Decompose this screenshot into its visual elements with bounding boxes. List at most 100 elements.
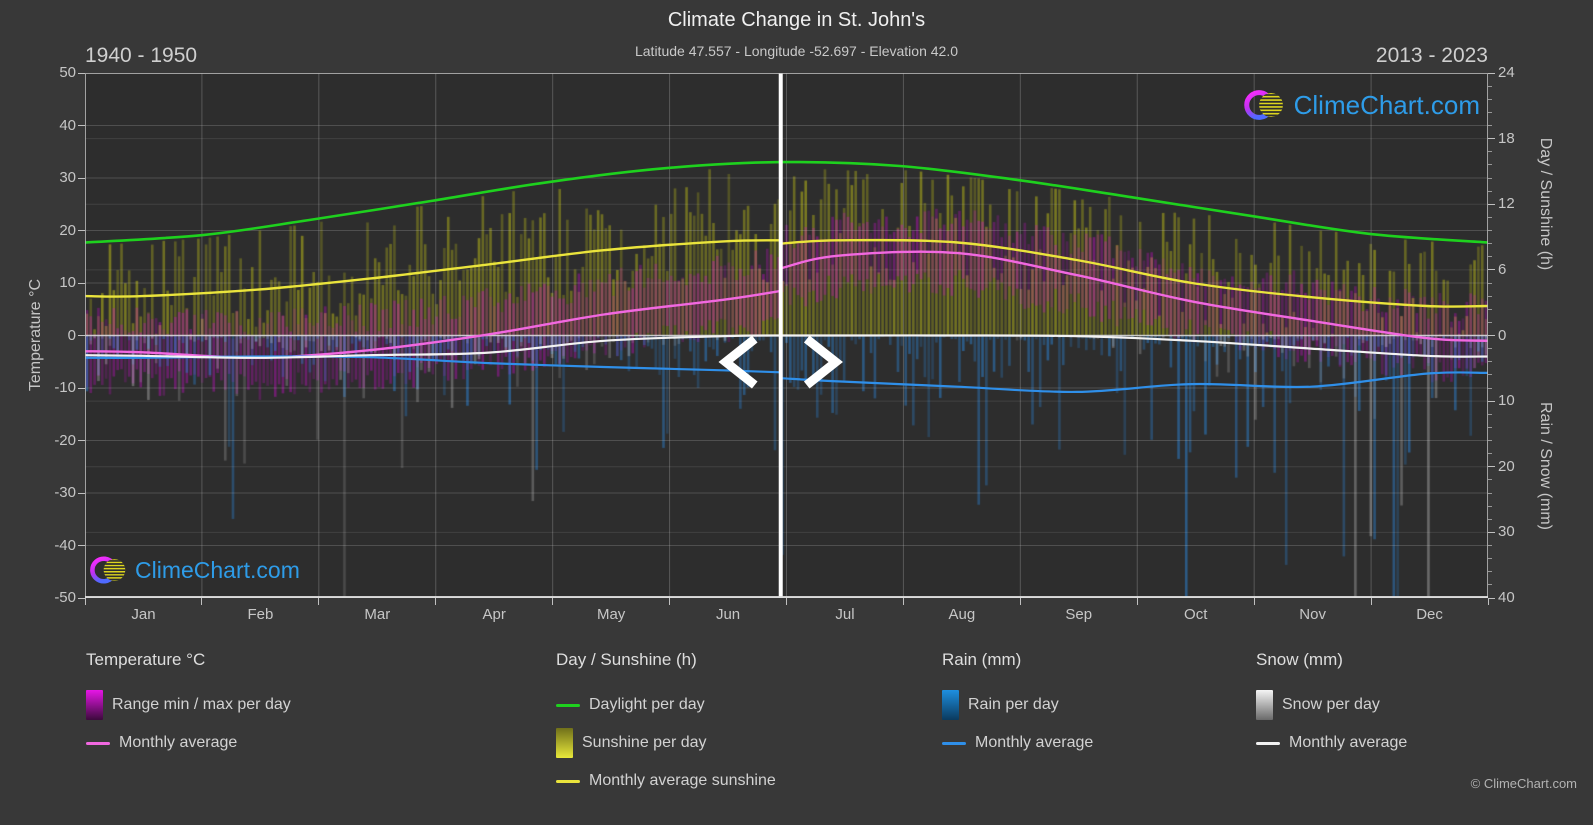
month-label: Mar	[364, 606, 391, 623]
legend-group-header: Snow (mm)	[1256, 650, 1343, 669]
right-axis-minor-tick	[1488, 558, 1492, 560]
right-axis-tick	[1488, 138, 1495, 140]
legend-item: Snow per day	[1256, 686, 1506, 724]
legend-group-header: Rain (mm)	[942, 650, 1022, 669]
right-axis-minor-tick	[1488, 125, 1492, 126]
month-label: Jun	[715, 606, 741, 623]
left-axis-tick	[78, 597, 85, 599]
chart-lines-overlay	[85, 73, 1488, 598]
left-axis-tick-label: -10	[54, 379, 76, 396]
era-right-label: 2013 - 2023	[1375, 44, 1488, 67]
legend-swatch-line	[86, 741, 110, 745]
right-axis-title-day-sunshine: Day / Sunshine (h)	[1537, 137, 1554, 271]
right-axis-minor-tick	[1488, 479, 1492, 481]
month-label: Oct	[1184, 606, 1208, 623]
right-axis-minor-tick	[1488, 387, 1492, 389]
right-axis-tick	[1488, 335, 1495, 336]
right-axis-tick	[1488, 72, 1495, 74]
right-axis-minor-tick	[1488, 230, 1492, 231]
right-axis-tick-label: 0	[1498, 326, 1507, 344]
legend-item: Daylight per day	[556, 686, 942, 724]
left-axis-tick-label: -30	[54, 484, 76, 501]
x-axis-tick	[201, 598, 203, 605]
right-axis-tick-label: 18	[1498, 129, 1515, 147]
legend-group-temperature-c: Temperature °C Range min / max per day Mon…	[86, 650, 556, 800]
left-axis-tick-label: 50	[59, 64, 76, 81]
x-axis-tick	[1019, 598, 1021, 605]
right-axis-minor-tick	[1488, 361, 1492, 363]
left-axis-tick	[78, 335, 85, 336]
legend-group-snow-mm-: Snow (mm) Snow per day Monthly average	[1256, 650, 1506, 800]
right-axis-minor-tick	[1488, 282, 1492, 284]
legend-item-label: Monthly average sunshine	[589, 772, 776, 789]
divider-chevron-left-icon[interactable]	[718, 335, 758, 389]
left-axis-tick	[78, 492, 85, 494]
rain-average-line-1940-1950	[85, 355, 782, 374]
era-divider-handle[interactable]	[778, 73, 783, 598]
left-axis-tick-label: 40	[59, 116, 76, 134]
right-axis-tick-label: 24	[1498, 64, 1515, 81]
divider-chevron-right-icon[interactable]	[803, 335, 843, 389]
legend-swatch-line	[942, 741, 966, 745]
right-axis-tick-label: 20	[1498, 457, 1515, 475]
right-axis-tick	[1488, 400, 1495, 402]
right-axis-tick	[1488, 466, 1495, 468]
watermark-text: ClimeChart.com	[1293, 89, 1480, 120]
temperature-average-line-1940-1950	[85, 289, 782, 359]
right-axis-minor-tick	[1488, 518, 1492, 520]
month-label: Feb	[247, 606, 274, 623]
snow-average-line-1940-1950	[85, 334, 782, 359]
left-axis-tick-label: -20	[54, 431, 76, 449]
right-axis-minor-tick	[1488, 374, 1492, 376]
right-axis-tick-label: 12	[1498, 195, 1515, 213]
legend-group-rain-mm-: Rain (mm) Rain per day Monthly average	[942, 650, 1256, 800]
watermark-text: ClimeChart.com	[135, 556, 300, 583]
legend-item-label: Monthly average	[1289, 734, 1408, 751]
right-axis-minor-tick	[1488, 111, 1492, 113]
x-axis-tick	[435, 598, 437, 605]
right-axis-minor-tick	[1488, 321, 1492, 323]
left-axis-tick	[78, 125, 85, 126]
month-label: Jan	[131, 606, 156, 623]
legend-item: Monthly average sunshine	[556, 762, 942, 800]
x-axis-tick	[84, 598, 86, 605]
right-axis-tick-label: 10	[1498, 392, 1515, 410]
left-axis-tick	[78, 72, 85, 74]
snow-average-line-2013-2023	[779, 334, 1488, 358]
page-title: Climate Change in St. John's	[667, 9, 926, 31]
x-axis-tick	[1370, 598, 1372, 605]
right-axis-minor-tick	[1488, 295, 1492, 297]
right-axis-minor-tick	[1488, 256, 1492, 258]
left-axis-tick	[78, 545, 85, 546]
rain-average-line-2013-2023	[779, 371, 1488, 394]
right-axis-minor-tick	[1488, 440, 1492, 441]
left-axis-tick	[78, 177, 85, 179]
chart-subtitle: Latitude 47.557 - Longitude -52.697 - El…	[634, 43, 959, 59]
legend-item-label: Snow per day	[1282, 696, 1380, 713]
left-axis-tick-label: 0	[67, 326, 76, 344]
legend-item-label: Rain per day	[968, 696, 1059, 713]
climechart-logo-icon	[1243, 90, 1283, 120]
legend-swatch-line	[556, 703, 580, 707]
sunshine-average-line-1940-1950	[85, 239, 782, 298]
left-axis-tick-label: -40	[54, 536, 76, 554]
right-axis-minor-tick	[1488, 453, 1492, 455]
left-axis-tick-label: 10	[59, 274, 76, 291]
right-axis-tick-label: 30	[1498, 523, 1515, 541]
legend-swatch-line	[556, 779, 580, 783]
legend-swatch-gradient	[942, 690, 959, 720]
right-axis-minor-tick	[1488, 505, 1492, 507]
legend-item: Range min / max per day	[86, 686, 556, 724]
left-axis-tick	[78, 230, 85, 231]
climechart-logo-icon	[90, 556, 126, 584]
right-axis-minor-tick	[1488, 177, 1492, 179]
x-axis-tick	[1487, 598, 1489, 605]
month-label: Aug	[948, 606, 976, 623]
legend-item-label: Sunshine per day	[582, 734, 707, 751]
chart-legend: Temperature °C Range min / max per day Mon…	[86, 650, 1506, 800]
right-axis-minor-tick	[1488, 571, 1492, 573]
legend-group-header: Temperature °C	[86, 650, 206, 669]
left-axis-tick-label: 30	[59, 169, 76, 186]
right-axis-tick-label: 6	[1498, 260, 1507, 278]
